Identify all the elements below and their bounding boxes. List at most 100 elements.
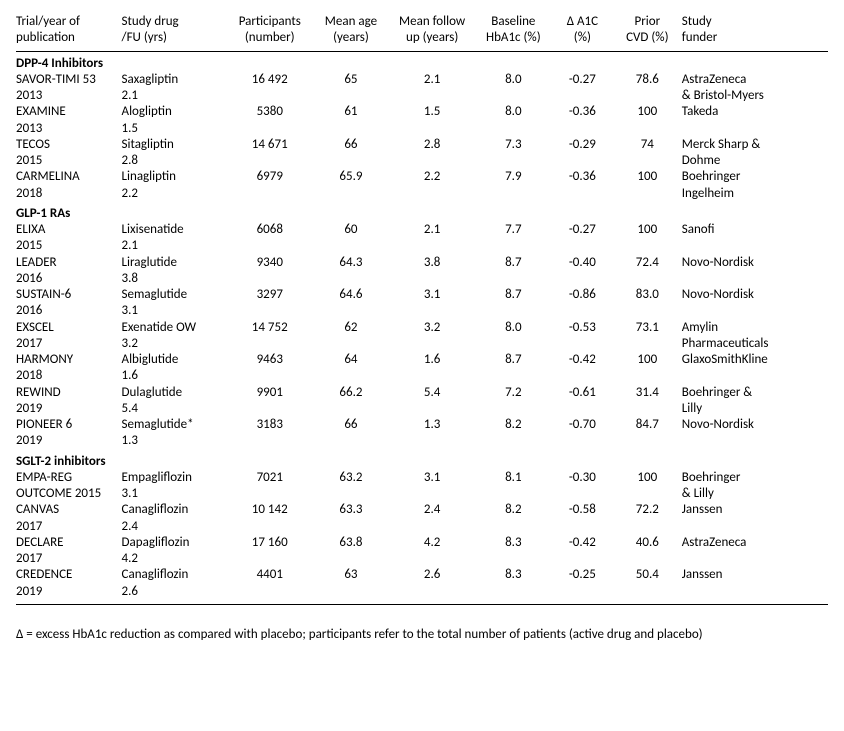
hba1c-cell: 8.7 — [479, 287, 552, 303]
delta-a1c-cell: -0.25 — [552, 567, 617, 583]
delta-a1c-cell: -0.70 — [552, 417, 617, 433]
trial-cell: EMPA-REG — [16, 470, 122, 486]
hba1c-cell: 8.2 — [479, 417, 552, 433]
age-cell: 65 — [316, 72, 389, 88]
delta-a1c-cell: -0.53 — [552, 320, 617, 336]
age-cell: 66 — [316, 417, 389, 433]
followup-cell: 2.6 — [389, 567, 478, 583]
trial-cell: EXSCEL — [16, 320, 122, 336]
funder-cell-2 — [682, 238, 828, 254]
section-header: GLP-1 RAs — [16, 202, 828, 222]
col-header: Studyfunder — [682, 12, 828, 51]
funder-cell: Takeda — [682, 104, 828, 120]
trial-cell: PIONEER 6 — [16, 417, 122, 433]
delta-a1c-cell: -0.58 — [552, 502, 617, 518]
cvd-cell: 100 — [617, 104, 682, 120]
funder-cell: Amylin — [682, 320, 828, 336]
funder-cell-2 — [682, 121, 828, 137]
trial-cell: EXAMINE — [16, 104, 122, 120]
cvd-cell: 78.6 — [617, 72, 682, 88]
followup-cell: 5.4 — [389, 385, 478, 401]
fu-cell: 1.3 — [122, 433, 228, 449]
age-cell: 64.6 — [316, 287, 389, 303]
table-row: 20131.5 — [16, 121, 828, 137]
participants-cell: 14 752 — [227, 320, 316, 336]
col-header: Study drug/FU (yrs) — [122, 12, 228, 51]
followup-cell: 3.1 — [389, 470, 478, 486]
funder-cell: Boehringer & — [682, 385, 828, 401]
drug-cell: Albiglutide — [122, 352, 228, 368]
age-cell: 60 — [316, 222, 389, 238]
table-row: 20163.8 — [16, 271, 828, 287]
participants-cell: 9340 — [227, 255, 316, 271]
col-header: BaselineHbA1c (%) — [479, 12, 552, 51]
drug-cell: Dapagliflozin — [122, 535, 228, 551]
table-row: 20195.4Lilly — [16, 401, 828, 417]
delta-a1c-cell: -0.40 — [552, 255, 617, 271]
cvd-cell: 72.2 — [617, 502, 682, 518]
followup-cell: 2.1 — [389, 72, 478, 88]
participants-cell: 9463 — [227, 352, 316, 368]
cvd-cell: 74 — [617, 137, 682, 153]
trial-cell: CREDENCE — [16, 567, 122, 583]
participants-cell: 10 142 — [227, 502, 316, 518]
footnote: Δ = excess HbA1c reduction as compared w… — [16, 627, 828, 642]
table-row: CREDENCECanagliflozin4401632.68.3-0.2550… — [16, 567, 828, 583]
fu-cell: 2.8 — [122, 153, 228, 169]
funder-cell-2 — [682, 303, 828, 319]
age-cell: 64 — [316, 352, 389, 368]
section-header: DPP-4 Inhibitors — [16, 51, 828, 72]
trial-year-cell: 2019 — [16, 401, 122, 417]
table-row: DECLAREDapagliflozin17 16063.84.28.3-0.4… — [16, 535, 828, 551]
table-row: CANVASCanagliflozin10 14263.32.48.2-0.58… — [16, 502, 828, 518]
drug-cell: Semaglutide* — [122, 417, 228, 433]
trial-year-cell: 2015 — [16, 153, 122, 169]
table-row: EXAMINEAlogliptin5380611.58.0-0.36100Tak… — [16, 104, 828, 120]
section-header: SGLT-2 inhibitors — [16, 450, 828, 470]
table-row: SAVOR-TIMI 53Saxagliptin16 492652.18.0-0… — [16, 72, 828, 88]
col-header: Δ A1C(%) — [552, 12, 617, 51]
cvd-cell: 100 — [617, 169, 682, 185]
drug-cell: Canagliflozin — [122, 502, 228, 518]
header-row: Trial/year ofpublicationStudy drug/FU (y… — [16, 12, 828, 51]
funder-cell-2: Dohme — [682, 153, 828, 169]
cvd-cell: 100 — [617, 470, 682, 486]
table-row: REWINDDulaglutide990166.25.47.2-0.6131.4… — [16, 385, 828, 401]
fu-cell: 3.2 — [122, 336, 228, 352]
table-row: CARMELINALinagliptin697965.92.27.9-0.361… — [16, 169, 828, 185]
trial-year-cell: 2016 — [16, 303, 122, 319]
table-row: 20132.1& Bristol-Myers — [16, 88, 828, 104]
table-row: 20173.2Pharmaceuticals — [16, 336, 828, 352]
age-cell: 63.8 — [316, 535, 389, 551]
hba1c-cell: 8.2 — [479, 502, 552, 518]
table-row: LEADERLiraglutide934064.33.88.7-0.4072.4… — [16, 255, 828, 271]
funder-cell-2 — [682, 551, 828, 567]
funder-cell-2: & Lilly — [682, 486, 828, 502]
cvd-cell: 73.1 — [617, 320, 682, 336]
fu-cell: 2.2 — [122, 186, 228, 202]
funder-cell-2: Ingelheim — [682, 186, 828, 202]
age-cell: 63 — [316, 567, 389, 583]
hba1c-cell: 8.3 — [479, 567, 552, 583]
fu-cell: 3.1 — [122, 486, 228, 502]
cvd-cell: 100 — [617, 352, 682, 368]
delta-a1c-cell: -0.27 — [552, 222, 617, 238]
fu-cell: 1.6 — [122, 368, 228, 384]
participants-cell: 14 671 — [227, 137, 316, 153]
table-row: 20152.8 Dohme — [16, 153, 828, 169]
trial-cell: TECOS — [16, 137, 122, 153]
table-row: SUSTAIN-6Semaglutide329764.63.18.7-0.868… — [16, 287, 828, 303]
drug-cell: Linagliptin — [122, 169, 228, 185]
drug-cell: Lixisenatide — [122, 222, 228, 238]
cvd-cell: 31.4 — [617, 385, 682, 401]
followup-cell: 1.5 — [389, 104, 478, 120]
drug-cell: Saxagliptin — [122, 72, 228, 88]
table-row: 20192.6 — [16, 584, 828, 605]
table-row: 20172.4 — [16, 519, 828, 535]
cvd-cell: 83.0 — [617, 287, 682, 303]
table-row: 20152.1 — [16, 238, 828, 254]
table-row: 20163.1 — [16, 303, 828, 319]
participants-cell: 3183 — [227, 417, 316, 433]
age-cell: 63.3 — [316, 502, 389, 518]
age-cell: 66.2 — [316, 385, 389, 401]
